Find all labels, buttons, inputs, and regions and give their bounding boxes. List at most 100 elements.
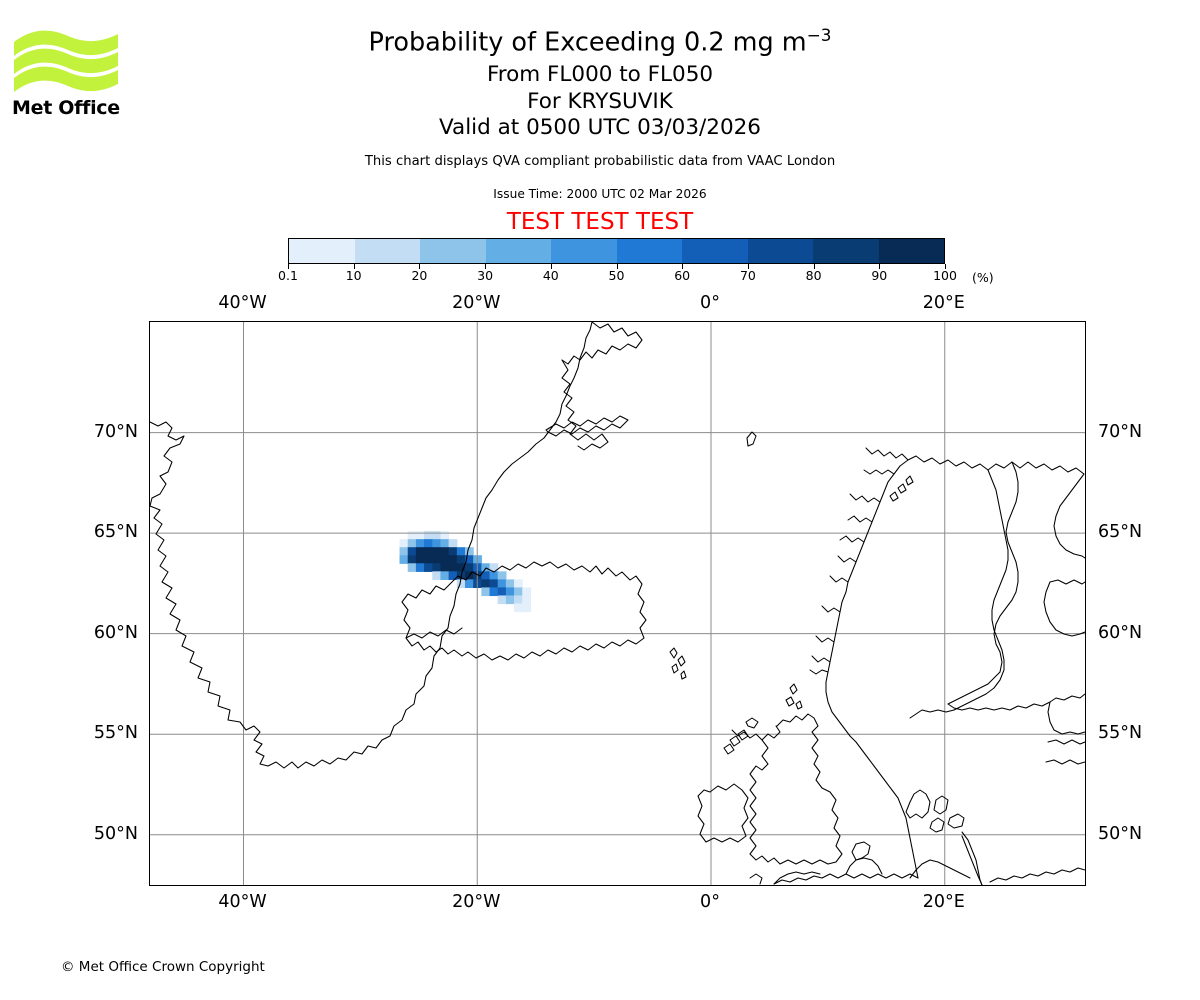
longitude-label-bottom: 20°W (452, 892, 501, 912)
colorbar-tick-mark (747, 264, 749, 269)
longitude-label-top: 20°W (452, 293, 501, 313)
coastline-layer (150, 322, 1085, 885)
colorbar-swatches (288, 238, 945, 264)
met-office-logo: Met Office (12, 26, 122, 119)
plume-cell (415, 539, 425, 548)
plume-cell (440, 571, 450, 580)
colorbar-swatch (682, 239, 748, 263)
latitude-label-left: 55°N (93, 723, 138, 744)
colorbar-tick-label: 40 (542, 268, 559, 283)
plume-cell (448, 563, 458, 572)
plume-cell (456, 547, 466, 556)
latitude-label-right: 50°N (1098, 823, 1143, 844)
plume-cell (464, 579, 474, 589)
plume-cell (497, 571, 507, 580)
plume-cell (448, 539, 458, 548)
colorbar-tick-mark (682, 264, 684, 269)
plume-cell (464, 547, 474, 556)
plume-cell (424, 547, 433, 556)
colorbar-tick-mark (813, 264, 815, 269)
probability-colorbar: 0.1 10 20 30 40 50 60 70 80 90 100 (278, 238, 957, 283)
plume-cell (489, 571, 499, 580)
plume-cell (407, 563, 417, 572)
plume-cell (514, 595, 523, 605)
plume-cell (424, 555, 433, 564)
plume-cell (522, 595, 532, 605)
plume-cell (514, 579, 523, 589)
colorbar-tick-mark (550, 264, 552, 269)
plume-cell (407, 547, 417, 556)
colorbar-swatch (616, 239, 682, 263)
colorbar-swatch (420, 239, 486, 263)
colorbar-tick-mark (879, 264, 881, 269)
longitude-label-top: 40°W (218, 293, 267, 313)
plume-cell (399, 539, 409, 548)
plume-cell (424, 539, 433, 548)
plume-cell (497, 595, 507, 605)
colorbar-tick-mark (353, 264, 355, 269)
map-plot-area[interactable] (149, 321, 1086, 886)
plume-cell (415, 547, 425, 556)
latitude-label-left: 65°N (93, 522, 138, 543)
latitude-label-right: 65°N (1098, 522, 1143, 543)
colorbar-tick-label: 70 (739, 268, 756, 283)
ash-plume-layer (399, 531, 532, 613)
graticule-layer (150, 322, 1085, 885)
colorbar-swatch (354, 239, 420, 263)
plume-cell (448, 555, 458, 564)
plume-cell (424, 563, 433, 572)
plume-cell (481, 571, 491, 580)
colorbar-tick-mark (288, 264, 290, 269)
issue-time-label: Issue Time: 2000 UTC 02 Mar 2026 (493, 186, 707, 201)
plume-cell (440, 539, 450, 548)
plume-cell (415, 563, 425, 572)
plume-cell (464, 555, 474, 564)
plume-cell (522, 603, 532, 613)
plume-cell (448, 571, 458, 580)
plume-cell (424, 531, 433, 540)
plume-cell (448, 547, 458, 556)
colorbar-tick-label: 20 (411, 268, 428, 283)
met-office-logo-text: Met Office (12, 97, 120, 119)
colorbar-tick-label: 90 (871, 268, 888, 283)
test-banner: TEST TEST TEST (506, 208, 694, 235)
longitude-label-bottom: 40°W (218, 892, 267, 912)
plume-cell (489, 563, 499, 572)
plume-cell (407, 555, 417, 564)
longitude-label-top: 20°E (922, 293, 965, 313)
colorbar-tick-mark (485, 264, 487, 269)
page-title-exponent: −3 (806, 25, 832, 45)
copyright-notice: © Met Office Crown Copyright (61, 959, 265, 975)
latitude-label-right: 60°N (1098, 622, 1143, 643)
colorbar-tick-label: 100 (933, 268, 957, 283)
colorbar-tick-label: 0.1 (278, 268, 298, 283)
page-title-text: Probability of Exceeding 0.2 mg m (368, 27, 807, 58)
plume-cell (456, 563, 466, 572)
valid-time-subtitle: Valid at 0500 UTC 03/03/2026 (438, 115, 761, 140)
colorbar-tick-mark (616, 264, 618, 269)
page-title: Probability of Exceeding 0.2 mg m−3 (0, 27, 1200, 56)
plume-cell (514, 587, 523, 597)
plume-cell (440, 555, 450, 564)
plume-cell (407, 531, 417, 540)
colorbar-swatch (878, 239, 944, 263)
plume-cell (399, 555, 409, 564)
plume-cell (407, 539, 417, 548)
site-subtitle: For KRYSUVIK (527, 88, 673, 114)
colorbar-swatch (551, 239, 617, 263)
colorbar-tick-mark (945, 264, 947, 269)
plume-cell (432, 531, 442, 540)
plume-cell (415, 531, 425, 540)
plume-cell (489, 587, 499, 597)
plume-cell (456, 579, 466, 589)
plume-cell (432, 547, 442, 556)
plume-cell (440, 547, 450, 556)
longitude-label-top: 0° (700, 293, 720, 313)
plume-cell (505, 587, 515, 597)
plume-cell (481, 579, 491, 589)
longitude-label-bottom: 0° (700, 892, 720, 912)
plume-cell (432, 563, 442, 572)
colorbar-swatch (813, 239, 879, 263)
plume-cell (489, 579, 499, 589)
colorbar-tick-label: 10 (345, 268, 362, 283)
